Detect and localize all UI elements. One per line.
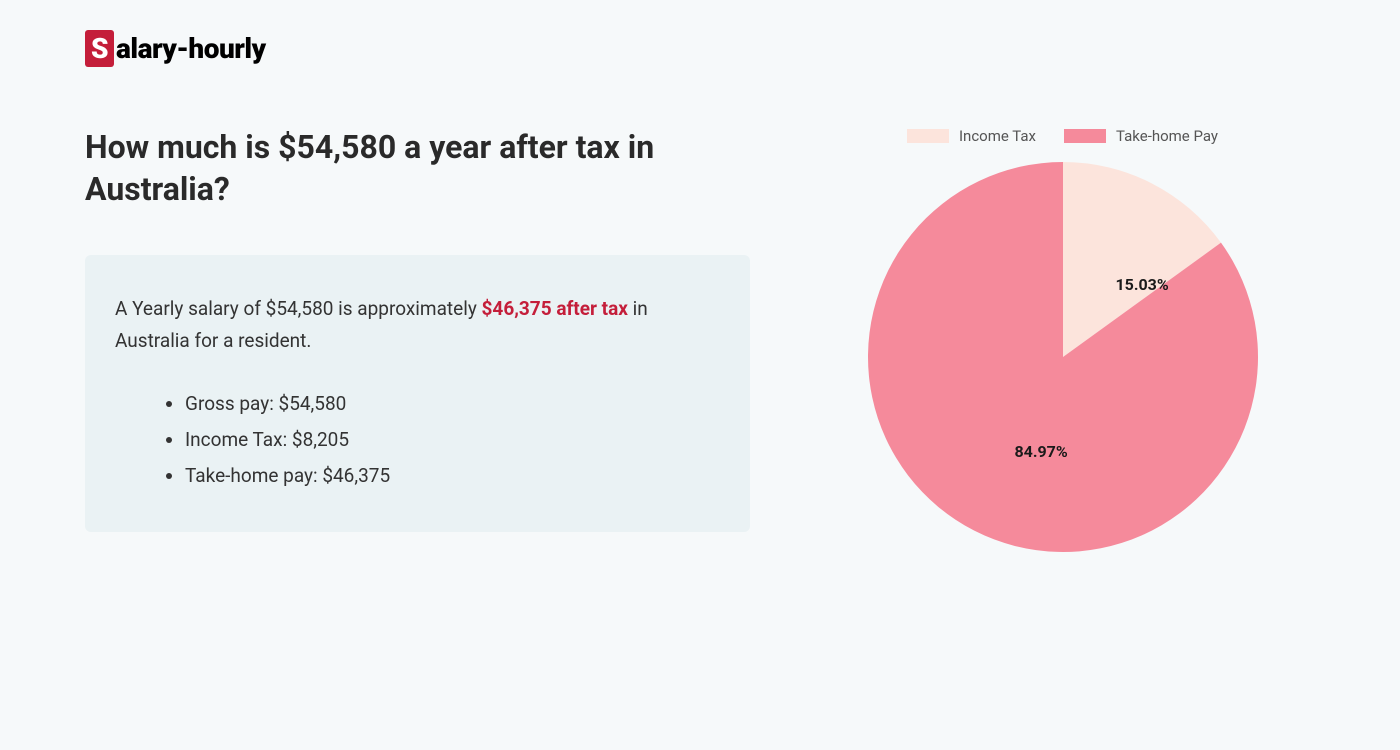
- legend-item: Take-home Pay: [1064, 127, 1218, 145]
- legend-label: Income Tax: [959, 127, 1036, 145]
- pie-chart-container: 15.03% 84.97%: [863, 157, 1263, 557]
- logo-s-badge: S: [85, 30, 114, 67]
- site-logo: Salary-hourly: [85, 30, 1315, 67]
- right-column: Income Tax Take-home Pay 15.03% 84.97%: [810, 127, 1315, 557]
- legend-label: Take-home Pay: [1116, 127, 1218, 145]
- summary-pre: A Yearly salary of $54,580 is approximat…: [115, 297, 482, 320]
- summary-highlight: $46,375 after tax: [482, 297, 628, 320]
- breakdown-list: Gross pay: $54,580 Income Tax: $8,205 Ta…: [115, 386, 720, 494]
- left-column: How much is $54,580 a year after tax in …: [85, 127, 750, 557]
- main-content: How much is $54,580 a year after tax in …: [85, 127, 1315, 557]
- chart-legend: Income Tax Take-home Pay: [810, 127, 1315, 145]
- legend-item: Income Tax: [907, 127, 1036, 145]
- pie-slice-label: 84.97%: [1015, 442, 1068, 461]
- legend-swatch-income-tax: [907, 129, 949, 143]
- pie-chart: [863, 157, 1263, 557]
- summary-paragraph: A Yearly salary of $54,580 is approximat…: [115, 293, 720, 358]
- page-heading: How much is $54,580 a year after tax in …: [85, 127, 750, 210]
- pie-slice-label: 15.03%: [1116, 275, 1169, 294]
- list-item: Income Tax: $8,205: [185, 422, 720, 458]
- legend-swatch-take-home: [1064, 129, 1106, 143]
- logo-text: alary-hourly: [116, 32, 266, 65]
- summary-box: A Yearly salary of $54,580 is approximat…: [85, 255, 750, 532]
- list-item: Take-home pay: $46,375: [185, 458, 720, 494]
- list-item: Gross pay: $54,580: [185, 386, 720, 422]
